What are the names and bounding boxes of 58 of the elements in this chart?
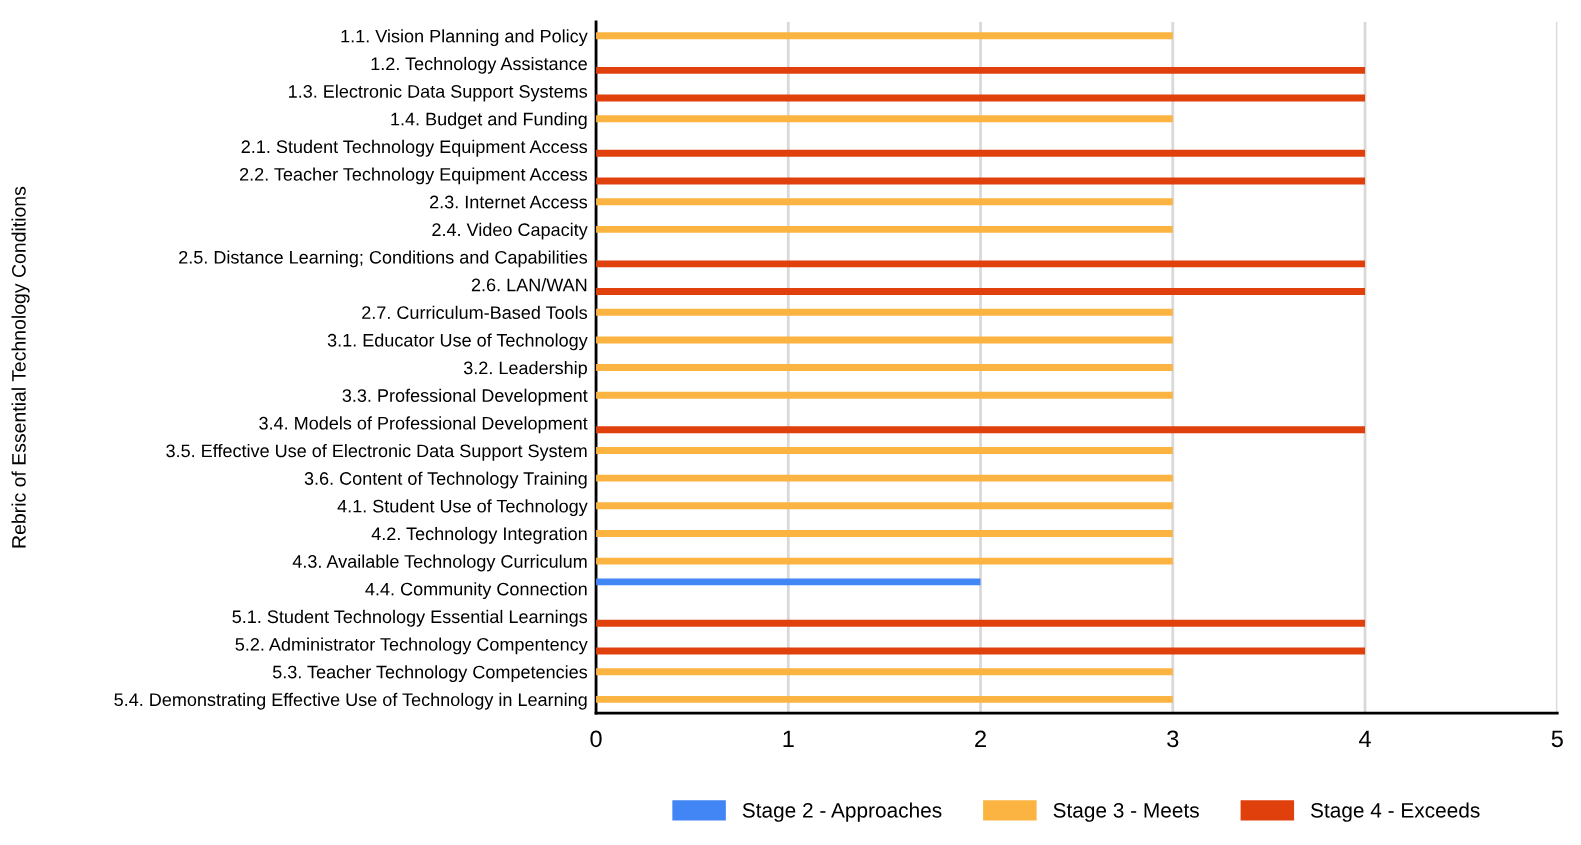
bar bbox=[596, 336, 1173, 344]
legend-label: Stage 4 - Exceeds bbox=[1310, 802, 1480, 822]
bar bbox=[596, 578, 981, 586]
bar bbox=[596, 364, 1173, 372]
y-tick-label: 1.1. Vision Planning and Policy bbox=[341, 29, 588, 47]
bar bbox=[596, 474, 1173, 482]
y-tick-label: 4.4. Community Connection bbox=[365, 582, 587, 600]
y-tick-label: 2.3. Internet Access bbox=[430, 195, 588, 209]
legend-label: Stage 3 - Meets bbox=[1053, 802, 1199, 822]
bar bbox=[596, 149, 1366, 157]
y-tick-label: 5.3. Teacher Technology Competencies bbox=[272, 665, 588, 682]
y-tick-label: 3.2. Leadership bbox=[463, 361, 587, 378]
y-axis-title: Rebric of Essential Technology Conditions bbox=[11, 186, 30, 548]
y-tick-label: 5.1. Student Technology Essential Learnings bbox=[232, 609, 588, 627]
x-tick-label: 3 bbox=[1167, 730, 1179, 748]
y-tick-label: 4.2. Technology Integration bbox=[371, 526, 587, 544]
y-tick-label: 3.4. Models of Professional Development bbox=[259, 416, 588, 434]
x-tick-label: 0 bbox=[590, 730, 602, 748]
y-tick-label: 3.3. Professional Development bbox=[342, 388, 588, 406]
bar bbox=[596, 198, 1173, 206]
y-tick-label: 2.6. LAN/WAN bbox=[471, 278, 587, 292]
y-tick-label: 2.4. Video Capacity bbox=[432, 222, 588, 240]
y-tick-label: 3.6. Content of Technology Training bbox=[304, 471, 587, 489]
bar bbox=[596, 447, 1173, 454]
y-tick-label: 2.7. Curriculum-Based Tools bbox=[362, 305, 588, 319]
bar bbox=[596, 32, 1173, 40]
bar bbox=[596, 308, 1173, 316]
bar bbox=[596, 288, 1366, 295]
x-tick-label: 1 bbox=[783, 730, 794, 747]
bar bbox=[596, 557, 1173, 565]
bar bbox=[596, 225, 1173, 233]
x-tick-label: 5 bbox=[1551, 730, 1563, 748]
y-tick-label: 3.5. Effective Use of Electronic Data Support System bbox=[166, 443, 587, 461]
y-tick-label: 5.2. Administrator Technology Compentency bbox=[235, 637, 588, 655]
bar bbox=[596, 695, 1173, 703]
bar bbox=[596, 502, 1173, 510]
y-tick-label: 1.4. Budget and Funding bbox=[391, 112, 587, 130]
bar bbox=[596, 619, 1366, 627]
x-tick-label: 2 bbox=[975, 730, 986, 747]
y-tick-label: 1.2. Technology Assistance bbox=[371, 56, 587, 74]
y-tick-label: 4.1. Student Use of Technology bbox=[337, 499, 588, 517]
bar bbox=[596, 426, 1366, 434]
bar bbox=[596, 668, 1173, 676]
bar bbox=[596, 391, 1173, 399]
y-tick-label: 2.1. Student Technology Equipment Access bbox=[241, 139, 588, 157]
y-tick-label: 5.4. Demonstrating Effective Use of Technology in Learning bbox=[114, 692, 587, 710]
y-tick-label: 1.3. Electronic Data Support Systems bbox=[289, 84, 588, 102]
bar bbox=[596, 260, 1366, 268]
bar bbox=[596, 177, 1366, 185]
x-tick-label: 4 bbox=[1359, 730, 1371, 747]
bar bbox=[596, 530, 1173, 537]
y-tick-label: 3.1. Educator Use of Technology bbox=[327, 333, 588, 351]
y-tick-label: 2.2. Teacher Technology Equipment Access bbox=[240, 167, 588, 185]
bar bbox=[596, 115, 1173, 123]
legend-label: Stage 2 - Approaches bbox=[742, 802, 942, 822]
bar bbox=[596, 66, 1366, 74]
y-tick-label: 4.3. Available Technology Curriculum bbox=[292, 554, 587, 572]
y-tick-label: 2.5. Distance Learning; Conditions and Capabilities bbox=[179, 250, 588, 268]
